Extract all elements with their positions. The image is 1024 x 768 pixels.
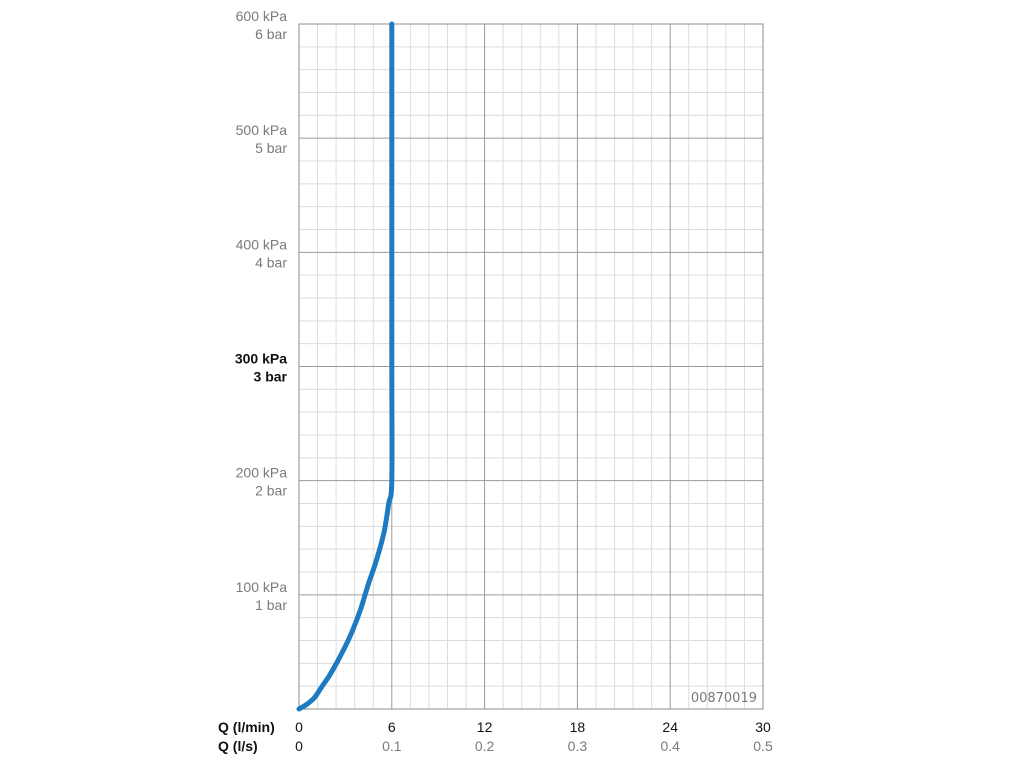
x-tick-label-lmin: 30 xyxy=(755,719,771,735)
x-tick-label-ls: 0.3 xyxy=(568,738,588,754)
y-tick-label-bar: 3 bar xyxy=(254,369,288,385)
y-tick-label-bar: 4 bar xyxy=(255,254,287,270)
x-axis-tick-labels: 0 0 6 0.1 12 0.2 18 0.3 24 0.4 30 0.5 xyxy=(295,719,773,754)
x-tick-label-lmin: 12 xyxy=(477,719,493,735)
plot-border xyxy=(298,23,764,710)
y-tick-label-bar: 5 bar xyxy=(255,140,287,156)
y-tick-label-kpa: 600 kPa xyxy=(236,8,288,24)
y-tick-label-kpa: 300 kPa xyxy=(235,351,287,367)
x-tick-label-ls: 0.5 xyxy=(753,738,773,754)
y-tick-label-bar: 6 bar xyxy=(255,26,287,42)
y-tick-label-kpa: 200 kPa xyxy=(236,465,288,481)
flow-curve-line xyxy=(296,21,395,712)
y-tick-label-kpa: 400 kPa xyxy=(236,236,288,252)
document-code-annotation: 00870019 xyxy=(691,691,757,706)
y-axis-tick-labels: 100 kPa 1 bar 200 kPa 2 bar 300 kPa 3 bar 400 … xyxy=(235,8,288,613)
x-axis-label-secondary: Q (l/s) xyxy=(218,738,258,754)
x-tick-label-ls: 0.1 xyxy=(382,738,402,754)
x-tick-label-lmin: 6 xyxy=(388,719,396,735)
x-tick-label-lmin: 24 xyxy=(662,719,678,735)
x-tick-label-lmin: 0 xyxy=(295,719,303,735)
y-tick-label-bar: 1 bar xyxy=(255,597,287,613)
y-tick-label-kpa: 500 kPa xyxy=(236,122,288,138)
x-tick-label-lmin: 18 xyxy=(570,719,586,735)
x-axis-label-primary: Q (l/min) xyxy=(218,719,275,735)
major-gridlines xyxy=(299,24,763,709)
y-tick-label-bar: 2 bar xyxy=(255,483,287,499)
x-tick-label-ls: 0 xyxy=(295,738,303,754)
y-tick-label-kpa: 100 kPa xyxy=(236,579,288,595)
x-tick-label-ls: 0.4 xyxy=(660,738,680,754)
x-tick-label-ls: 0.2 xyxy=(475,738,495,754)
